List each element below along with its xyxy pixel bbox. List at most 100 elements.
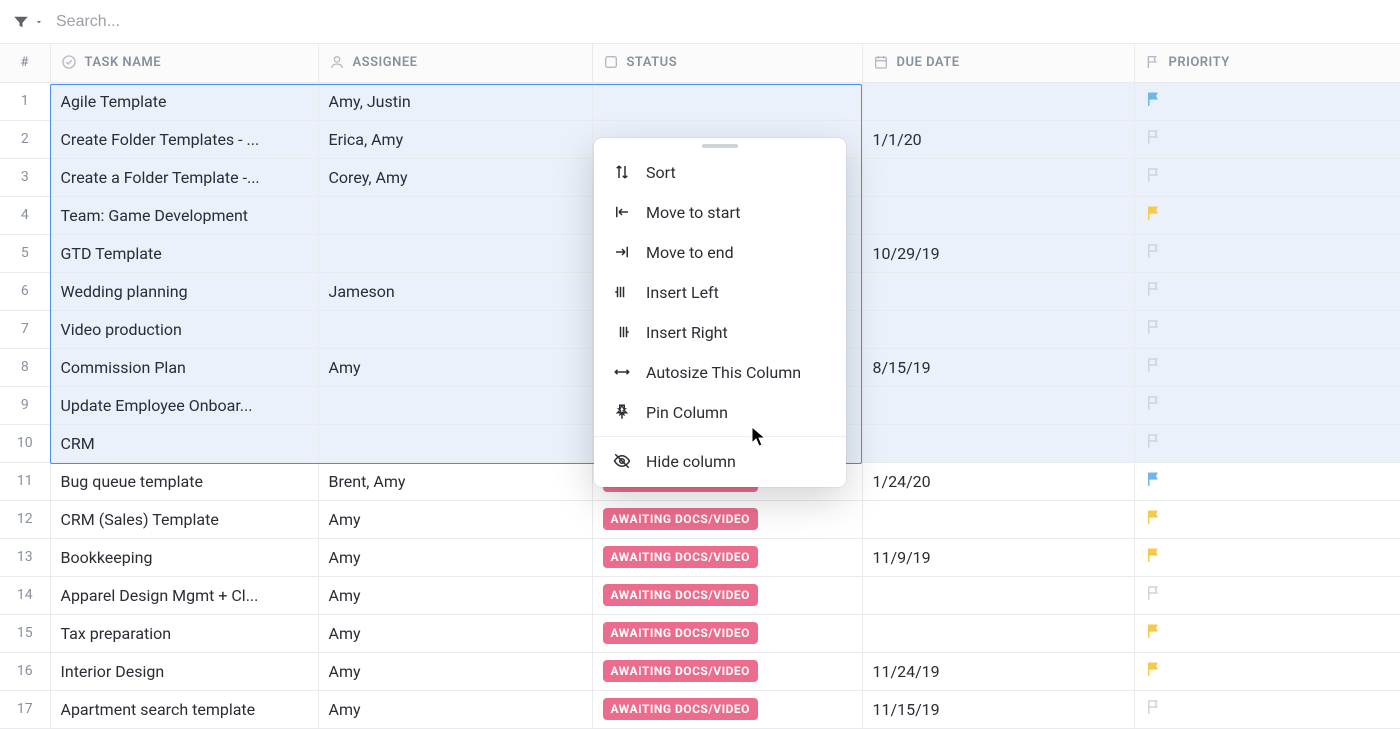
table-row[interactable]: 13BookkeepingAmyAWAITING DOCS/VIDEO11/9/… — [0, 538, 1400, 576]
assignee-cell[interactable]: Amy, Justin — [318, 82, 592, 120]
assignee-cell[interactable]: Erica, Amy — [318, 120, 592, 158]
task-cell[interactable]: Create a Folder Template -... — [50, 158, 318, 196]
table-row[interactable]: 12CRM (Sales) TemplateAmyAWAITING DOCS/V… — [0, 500, 1400, 538]
priority-cell[interactable] — [1134, 272, 1400, 310]
column-header-assignee[interactable]: ASSIGNEE — [318, 44, 592, 82]
priority-cell[interactable] — [1134, 538, 1400, 576]
due-date-cell[interactable] — [862, 614, 1134, 652]
assignee-cell[interactable]: Jameson — [318, 272, 592, 310]
task-cell[interactable]: CRM (Sales) Template — [50, 500, 318, 538]
column-header-number[interactable]: # — [0, 44, 50, 82]
task-cell[interactable]: CRM — [50, 424, 318, 462]
task-cell[interactable]: Bookkeeping — [50, 538, 318, 576]
menu-move-end[interactable]: Move to end — [594, 232, 846, 272]
status-cell[interactable]: AWAITING DOCS/VIDEO — [592, 500, 862, 538]
task-cell[interactable]: Interior Design — [50, 652, 318, 690]
status-cell[interactable]: AWAITING DOCS/VIDEO — [592, 538, 862, 576]
status-cell[interactable]: AWAITING DOCS/VIDEO — [592, 690, 862, 728]
menu-drag-handle[interactable] — [702, 144, 738, 148]
due-date-cell[interactable] — [862, 310, 1134, 348]
task-cell[interactable]: Video production — [50, 310, 318, 348]
status-cell[interactable]: AWAITING DOCS/VIDEO — [592, 652, 862, 690]
due-date-cell[interactable] — [862, 386, 1134, 424]
priority-cell[interactable] — [1134, 690, 1400, 728]
due-date-cell[interactable] — [862, 576, 1134, 614]
assignee-cell[interactable]: Amy — [318, 500, 592, 538]
task-cell[interactable]: GTD Template — [50, 234, 318, 272]
assignee-cell[interactable]: Amy — [318, 348, 592, 386]
assignee-cell[interactable] — [318, 234, 592, 272]
assignee-cell[interactable]: Corey, Amy — [318, 158, 592, 196]
menu-insert-right[interactable]: Insert Right — [594, 312, 846, 352]
task-cell[interactable]: Wedding planning — [50, 272, 318, 310]
task-cell[interactable]: Agile Template — [50, 82, 318, 120]
filter-button[interactable] — [12, 13, 44, 31]
menu-insert-left[interactable]: Insert Left — [594, 272, 846, 312]
column-header-priority[interactable]: PRIORITY — [1134, 44, 1400, 82]
table-row[interactable]: 14Apparel Design Mgmt + Cl...AmyAWAITING… — [0, 576, 1400, 614]
due-date-cell[interactable] — [862, 272, 1134, 310]
column-header-due[interactable]: DUE DATE — [862, 44, 1134, 82]
priority-cell[interactable] — [1134, 462, 1400, 500]
priority-cell[interactable] — [1134, 234, 1400, 272]
assignee-cell[interactable] — [318, 196, 592, 234]
assignee-cell[interactable] — [318, 386, 592, 424]
due-date-cell[interactable]: 1/24/20 — [862, 462, 1134, 500]
due-date-cell[interactable] — [862, 82, 1134, 120]
table-row[interactable]: 1Agile TemplateAmy, Justin — [0, 82, 1400, 120]
menu-sort[interactable]: Sort — [594, 152, 846, 192]
assignee-cell[interactable]: Amy — [318, 576, 592, 614]
due-date-cell[interactable] — [862, 424, 1134, 462]
search-input[interactable] — [56, 13, 1388, 31]
priority-cell[interactable] — [1134, 348, 1400, 386]
task-cell[interactable]: Apparel Design Mgmt + Cl... — [50, 576, 318, 614]
due-date-cell[interactable]: 10/29/19 — [862, 234, 1134, 272]
priority-cell[interactable] — [1134, 82, 1400, 120]
due-date-cell[interactable]: 11/24/19 — [862, 652, 1134, 690]
due-date-cell[interactable]: 1/1/20 — [862, 120, 1134, 158]
task-cell[interactable]: Create Folder Templates - ... — [50, 120, 318, 158]
priority-cell[interactable] — [1134, 652, 1400, 690]
status-cell[interactable]: AWAITING DOCS/VIDEO — [592, 614, 862, 652]
assignee-cell[interactable]: Brent, Amy — [318, 462, 592, 500]
table-row[interactable]: 17Apartment search templateAmyAWAITING D… — [0, 690, 1400, 728]
due-date-cell[interactable]: 11/15/19 — [862, 690, 1134, 728]
due-date-cell[interactable]: 11/9/19 — [862, 538, 1134, 576]
task-cell[interactable]: Apartment search template — [50, 690, 318, 728]
due-date-cell[interactable] — [862, 158, 1134, 196]
priority-cell[interactable] — [1134, 614, 1400, 652]
assignee-cell[interactable] — [318, 310, 592, 348]
priority-cell[interactable] — [1134, 196, 1400, 234]
table-row[interactable]: 16Interior DesignAmyAWAITING DOCS/VIDEO1… — [0, 652, 1400, 690]
priority-cell[interactable] — [1134, 576, 1400, 614]
menu-autosize[interactable]: Autosize This Column — [594, 352, 846, 392]
assignee-cell[interactable]: Amy — [318, 690, 592, 728]
due-date-cell[interactable]: 8/15/19 — [862, 348, 1134, 386]
status-cell[interactable]: AWAITING DOCS/VIDEO — [592, 576, 862, 614]
task-cell[interactable]: Update Employee Onboar... — [50, 386, 318, 424]
task-cell[interactable]: Commission Plan — [50, 348, 318, 386]
priority-cell[interactable] — [1134, 424, 1400, 462]
assignee-cell[interactable]: Amy — [318, 538, 592, 576]
priority-cell[interactable] — [1134, 158, 1400, 196]
menu-pin[interactable]: Pin Column — [594, 392, 846, 432]
task-cell[interactable]: Team: Game Development — [50, 196, 318, 234]
priority-cell[interactable] — [1134, 500, 1400, 538]
priority-cell[interactable] — [1134, 386, 1400, 424]
task-cell[interactable]: Bug queue template — [50, 462, 318, 500]
column-header-task[interactable]: TASK NAME — [50, 44, 318, 82]
menu-move-start[interactable]: Move to start — [594, 192, 846, 232]
menu-hide[interactable]: Hide column — [594, 441, 846, 481]
assignee-cell[interactable] — [318, 424, 592, 462]
status-cell[interactable] — [592, 82, 862, 120]
priority-cell[interactable] — [1134, 310, 1400, 348]
column-header-status[interactable]: STATUS — [592, 44, 862, 82]
due-date-cell[interactable] — [862, 500, 1134, 538]
assignee-cell[interactable]: Amy — [318, 614, 592, 652]
row-number: 2 — [0, 120, 50, 158]
table-row[interactable]: 15Tax preparationAmyAWAITING DOCS/VIDEO — [0, 614, 1400, 652]
due-date-cell[interactable] — [862, 196, 1134, 234]
task-cell[interactable]: Tax preparation — [50, 614, 318, 652]
assignee-cell[interactable]: Amy — [318, 652, 592, 690]
priority-cell[interactable] — [1134, 120, 1400, 158]
